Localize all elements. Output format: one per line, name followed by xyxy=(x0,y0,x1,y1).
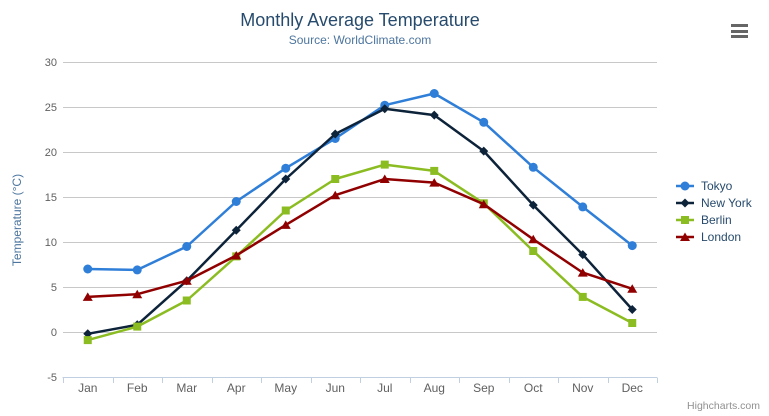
svg-text:Nov: Nov xyxy=(572,381,593,395)
legend-marker-triangle-icon xyxy=(676,232,694,241)
legend-item-new-york[interactable]: New York xyxy=(676,194,752,211)
gridlines xyxy=(63,62,657,333)
chart-title: Monthly Average Temperature xyxy=(240,10,480,30)
svg-text:Apr: Apr xyxy=(227,381,246,395)
svg-text:Jun: Jun xyxy=(326,381,345,395)
legend-label: London xyxy=(701,229,742,244)
svg-text:Jul: Jul xyxy=(377,381,392,395)
series-new-york xyxy=(83,104,637,339)
legend-item-london[interactable]: London xyxy=(676,228,752,245)
svg-text:Oct: Oct xyxy=(524,381,543,395)
svg-text:Feb: Feb xyxy=(127,381,148,395)
svg-text:Jan: Jan xyxy=(78,381,97,395)
legend: Tokyo New York Berlin London xyxy=(676,177,752,245)
svg-text:20: 20 xyxy=(45,147,57,159)
legend-marker-circle-icon xyxy=(676,181,694,190)
svg-text:Mar: Mar xyxy=(176,381,197,395)
svg-text:30: 30 xyxy=(45,57,57,69)
y-axis-labels: -5 0 5 10 15 20 25 30 xyxy=(45,57,57,384)
credits-link[interactable]: Highcharts.com xyxy=(687,400,760,412)
x-axis-labels: Jan Feb Mar Apr May Jun Jul Aug Sep Oct Nov Dec xyxy=(78,381,643,395)
series-london xyxy=(82,174,638,301)
svg-text:-5: -5 xyxy=(47,372,57,384)
svg-text:15: 15 xyxy=(45,192,57,204)
legend-label: Berlin xyxy=(701,212,732,227)
series-tokyo xyxy=(83,89,637,275)
legend-item-tokyo[interactable]: Tokyo xyxy=(676,177,752,194)
chart-subtitle: Source: WorldClimate.com xyxy=(288,33,432,47)
svg-text:Sep: Sep xyxy=(473,381,495,395)
x-axis xyxy=(62,377,658,383)
svg-text:5: 5 xyxy=(51,282,57,294)
svg-text:Dec: Dec xyxy=(622,381,643,395)
svg-text:25: 25 xyxy=(45,102,57,114)
legend-item-berlin[interactable]: Berlin xyxy=(676,211,752,228)
hamburger-icon xyxy=(731,24,748,38)
svg-text:May: May xyxy=(274,381,297,395)
series-berlin xyxy=(83,160,637,345)
svg-text:0: 0 xyxy=(51,327,57,339)
svg-text:Aug: Aug xyxy=(424,381,445,395)
legend-marker-square-icon xyxy=(676,215,694,224)
legend-label: New York xyxy=(701,195,752,210)
svg-text:10: 10 xyxy=(45,237,57,249)
context-menu-button[interactable] xyxy=(727,19,753,43)
legend-marker-diamond-icon xyxy=(676,198,694,207)
legend-label: Tokyo xyxy=(701,178,733,193)
